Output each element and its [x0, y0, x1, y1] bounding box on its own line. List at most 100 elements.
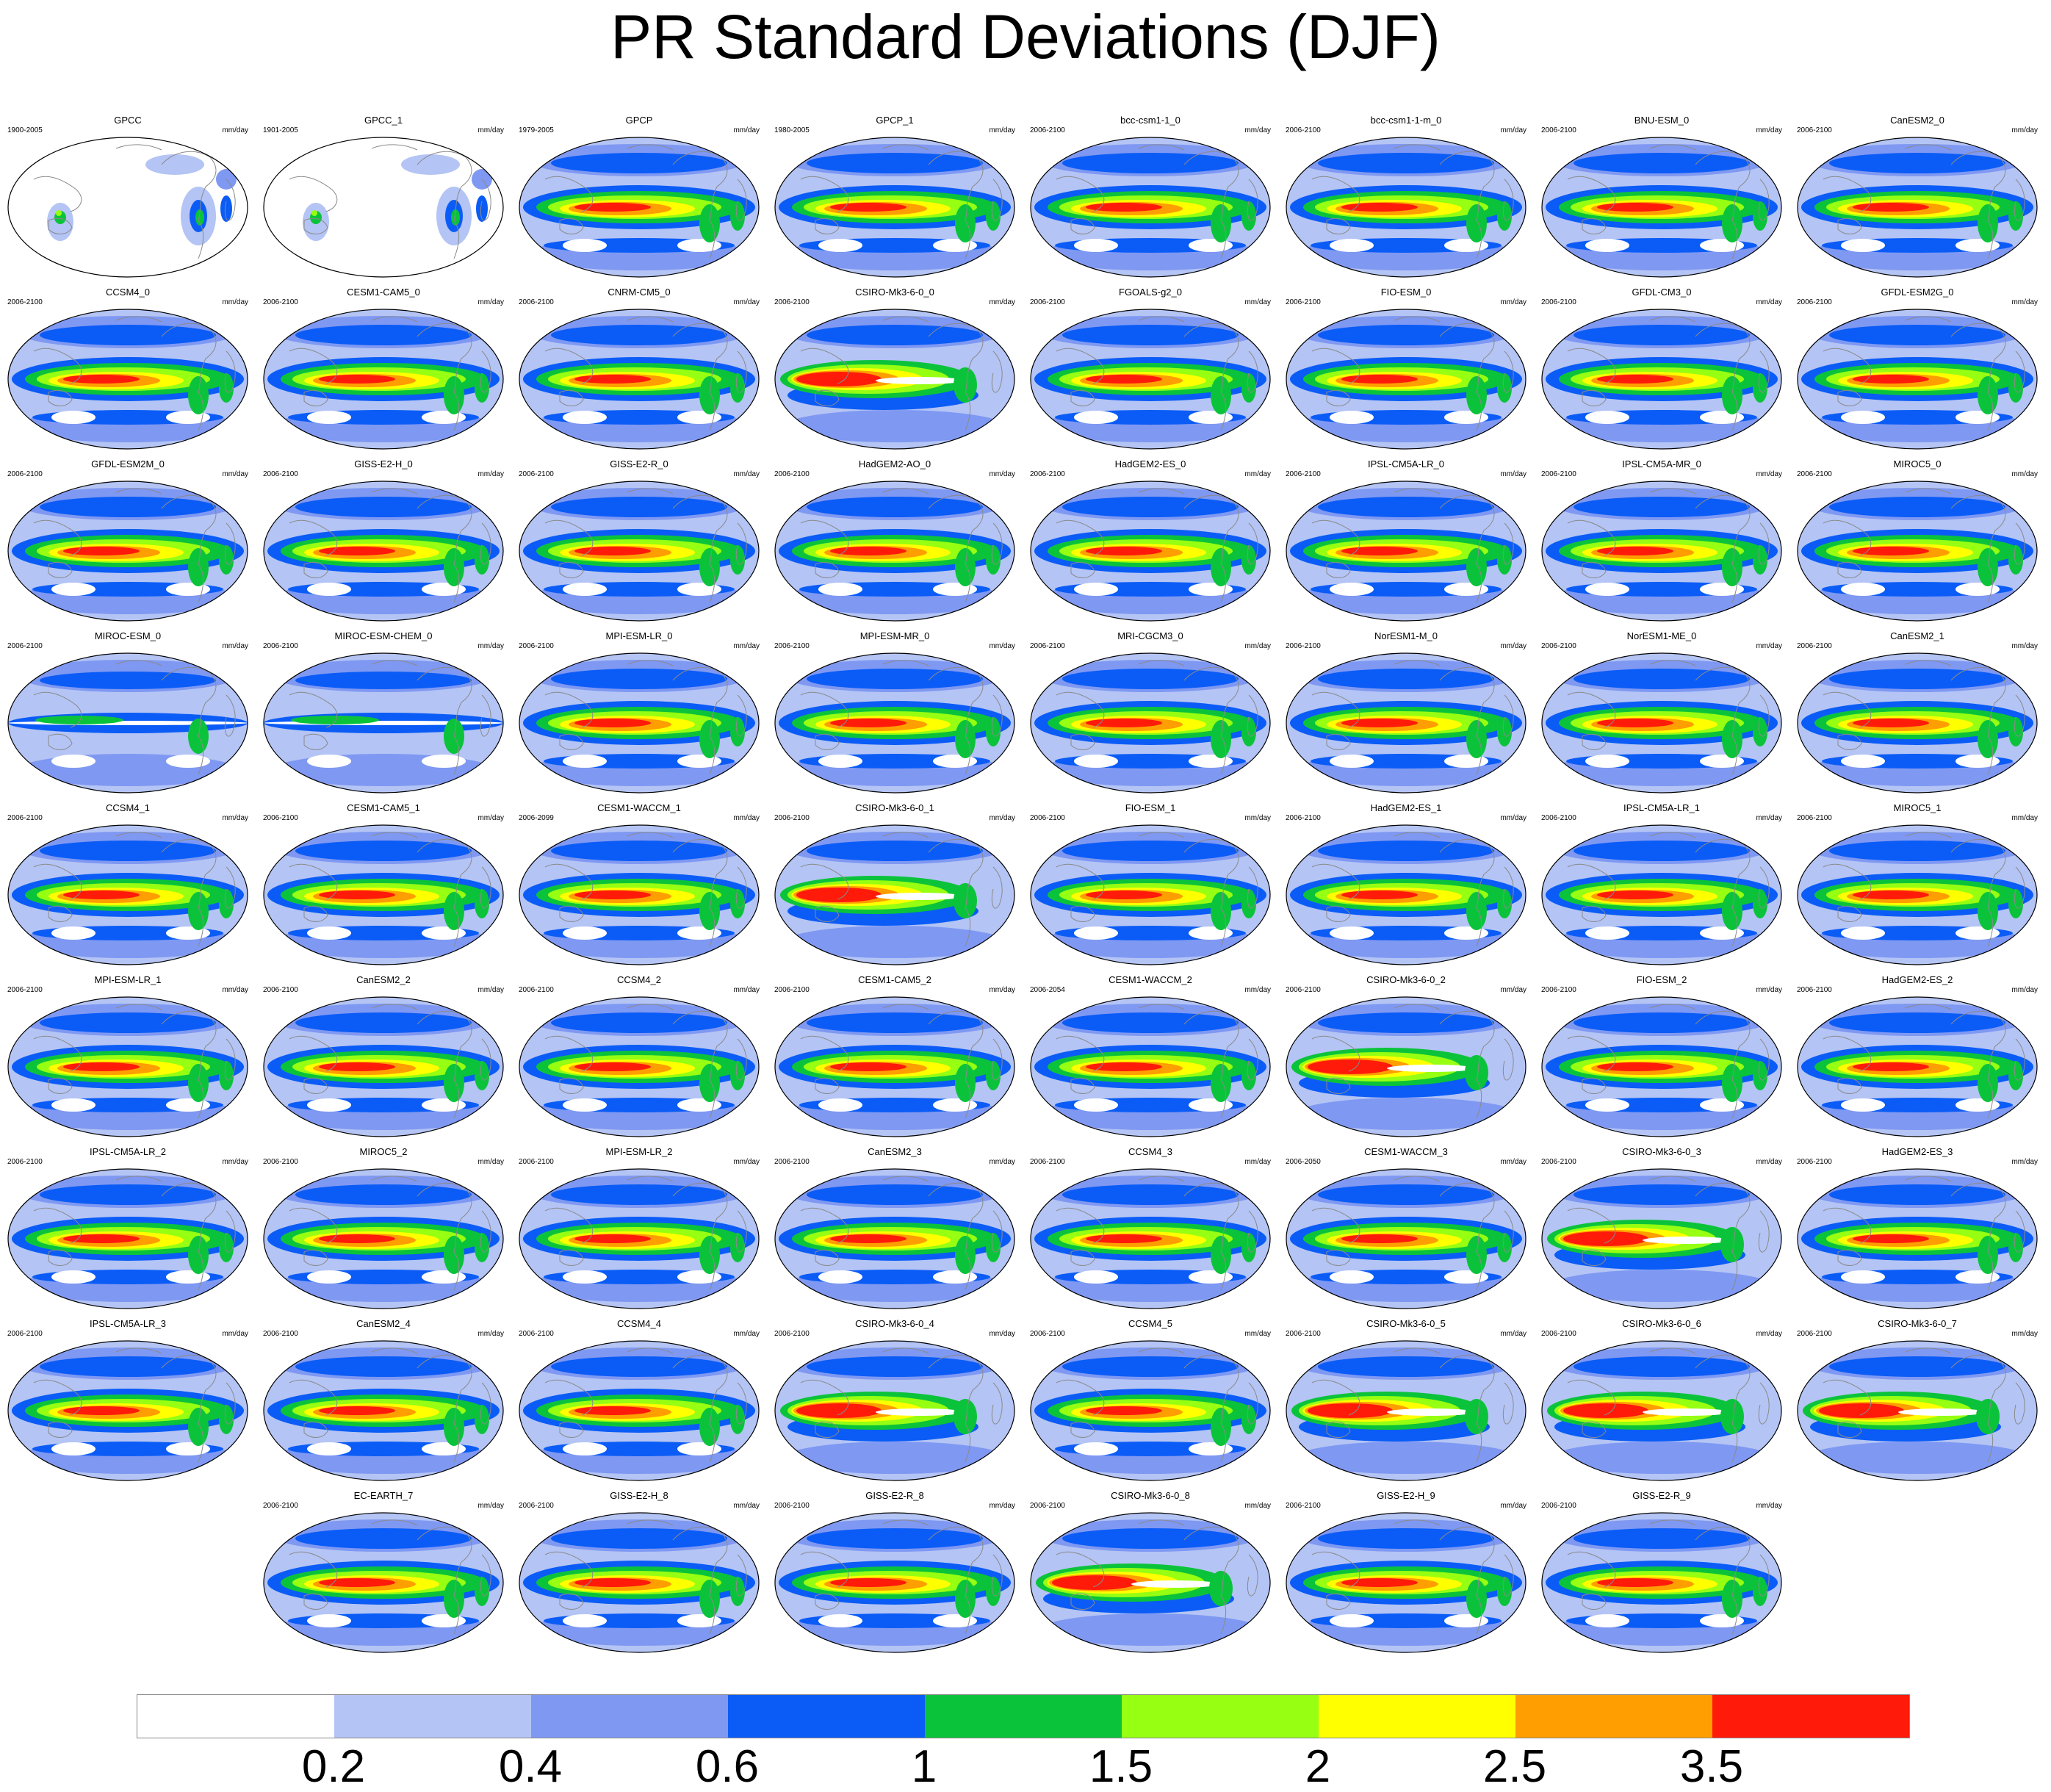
contour-band [1753, 201, 1767, 231]
coastlines [1567, 1347, 1770, 1463]
map-field [263, 137, 504, 278]
panel-years: 2006-2100 [774, 814, 810, 822]
panel-title: FIO-ESM_0 [1380, 287, 1432, 298]
coastlines [544, 1347, 747, 1463]
map-field [263, 1512, 504, 1653]
map-panel: IPSL-CM5A-MR_0 2006-2100 mm/day [1537, 458, 1787, 625]
panel-units: mm/day [1244, 298, 1271, 306]
coastlines [1823, 316, 2025, 431]
panel-title: CCSM4_1 [106, 802, 150, 813]
panel-units: mm/day [1500, 986, 1526, 994]
map-field [263, 1340, 504, 1481]
contour-band [1829, 497, 2005, 517]
coastlines [800, 1347, 1003, 1463]
map-field [1797, 1340, 2038, 1481]
contour-band [475, 1061, 489, 1090]
map-panel: CCSM4_1 2006-2100 mm/day [3, 802, 253, 968]
contour-band [677, 583, 721, 596]
coastlines [1823, 660, 2025, 775]
contour-band [1597, 1062, 1673, 1071]
panel-title: MRI-CGCM3_0 [1117, 630, 1183, 641]
map-panel: MRI-CGCM3_0 2006-2100 mm/day [1026, 630, 1275, 796]
panel-years: 2006-2054 [1030, 986, 1065, 994]
contour-band [1597, 719, 1673, 727]
contour-band [1209, 1571, 1233, 1606]
panel-units: mm/day [733, 642, 760, 650]
coastlines [1056, 832, 1258, 947]
coastlines [1311, 1176, 1514, 1291]
contour-band [563, 1098, 607, 1112]
contour-band [699, 1580, 720, 1618]
contour-band [1497, 1233, 1512, 1262]
contour-band [40, 1184, 216, 1205]
contour-band [563, 755, 607, 768]
contour-band [1241, 1233, 1256, 1262]
contour-band [1211, 1408, 1231, 1446]
contour-band [1497, 1577, 1512, 1606]
map-panel: CCSM4_2 2006-2100 mm/day [514, 974, 764, 1140]
contour-band [40, 1356, 216, 1377]
contour-band [1308, 1403, 1393, 1418]
contour-band [955, 1236, 976, 1274]
panel-title: NorESM1-ME_0 [1626, 630, 1697, 641]
panel-years: 2006-2050 [1286, 1158, 1321, 1166]
map-panel: FGOALS-g2_0 2006-2100 mm/day [1026, 287, 1275, 453]
map-field [1030, 137, 1271, 278]
contour-band [551, 1528, 727, 1549]
map-field [1541, 824, 1782, 965]
panel-years: 2006-2100 [1541, 1158, 1576, 1166]
map-panel: CESM1-WACCM_1 2006-2099 mm/day [514, 802, 764, 968]
contour-band [1841, 411, 1885, 424]
map-field [1541, 137, 1782, 278]
panel-units: mm/day [1244, 1158, 1271, 1166]
contour-band [1497, 373, 1512, 403]
contour-band [876, 377, 964, 384]
panel-years: 2006-2100 [1286, 642, 1321, 650]
contour-band [986, 1577, 1001, 1606]
map-panel: CanESM2_2 2006-2100 mm/day [259, 974, 508, 1140]
panel-units: mm/day [477, 1158, 504, 1166]
contour-band [1807, 1442, 2027, 1474]
coastlines [800, 1176, 1003, 1291]
panel-title: CESM1-CAM5_2 [858, 974, 931, 985]
contour-band [955, 204, 976, 242]
figure-title: PR Standard Deviations (DJF) [610, 2, 1441, 71]
panel-years: 2006-2100 [774, 298, 810, 306]
panel-title: MPI-ESM-LR_1 [94, 974, 162, 985]
contour-band [730, 889, 745, 918]
map-field [1286, 824, 1526, 965]
panel-years: 2006-2100 [1797, 1158, 1832, 1166]
panel-title: CanESM2_0 [1890, 115, 1944, 126]
contour-band [1318, 841, 1494, 861]
panel-years: 2006-2100 [1030, 1502, 1065, 1510]
panel-units: mm/day [1244, 642, 1271, 650]
panel-units: mm/day [1756, 814, 1782, 822]
panel-title: CSIRO-Mk3-6-0_3 [1622, 1146, 1701, 1157]
map-panel: MIROC5_0 2006-2100 mm/day [1792, 458, 2042, 625]
contour-band [1341, 719, 1418, 727]
map-panel: HadGEM2-ES_1 2006-2100 mm/day [1281, 802, 1531, 968]
panel-units: mm/day [2011, 1158, 2038, 1166]
contour-band [574, 1062, 651, 1071]
contour-band [1841, 1270, 1885, 1284]
map-panel: CESM1-WACCM_3 2006-2050 mm/day [1281, 1146, 1531, 1312]
coastlines [544, 316, 747, 431]
contour-band [166, 583, 210, 596]
contour-band [1585, 411, 1629, 424]
contour-band [699, 720, 720, 758]
coastlines [1056, 1004, 1258, 1119]
map-panel: GISS-E2-R_0 2006-2100 mm/day [514, 458, 764, 625]
contour-band [295, 672, 472, 689]
map-panel: MIROC5_1 2006-2100 mm/day [1792, 802, 2042, 968]
contour-band [933, 755, 977, 768]
contour-band [319, 375, 395, 384]
contour-band [1574, 1184, 1750, 1205]
contour-band [1574, 325, 1750, 345]
panel-years: 2006-2099 [519, 814, 554, 822]
contour-band [444, 892, 464, 930]
contour-band [319, 547, 395, 555]
contour-band [475, 1577, 489, 1606]
contour-band [1597, 1578, 1673, 1587]
map-field [1030, 309, 1271, 450]
colorbar-swatch [334, 1695, 531, 1738]
